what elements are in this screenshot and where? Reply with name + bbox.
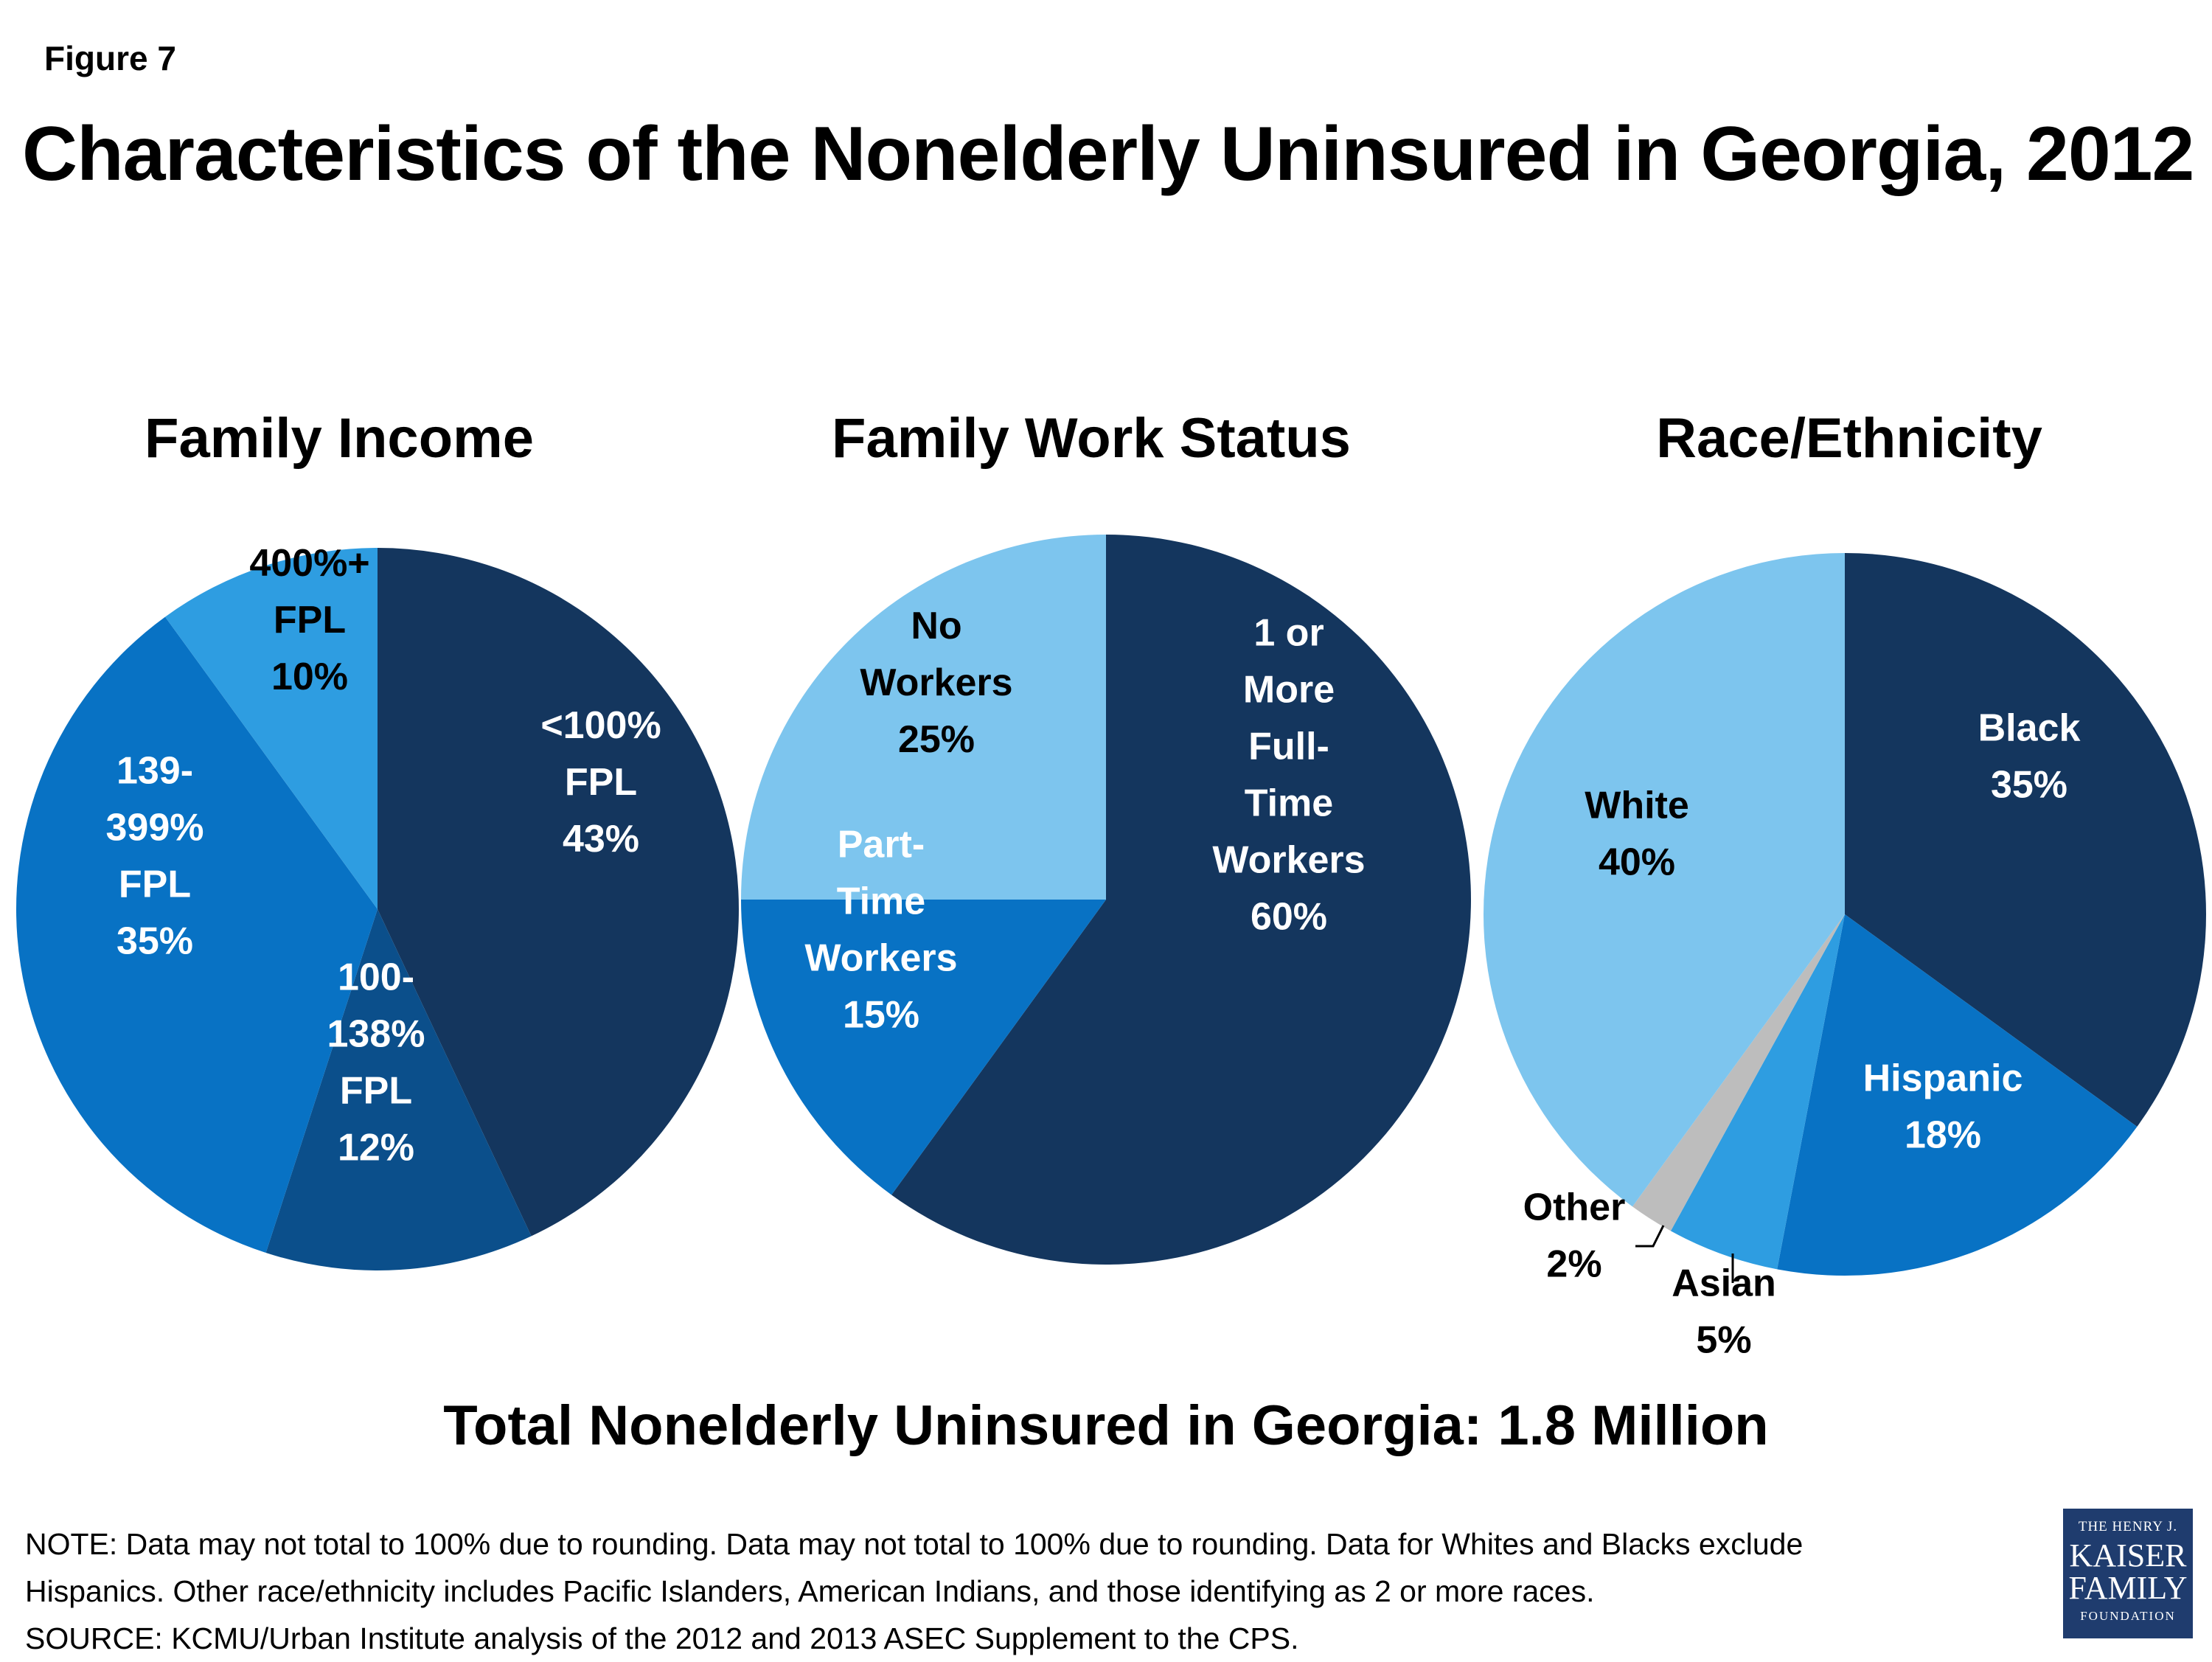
pie-slice (1483, 553, 1845, 1207)
logo-line: FAMILY (2068, 1570, 2188, 1606)
pie-slice (164, 548, 378, 909)
pie-slice (1777, 914, 2138, 1276)
slice-label: 400%+ FPL 10% (249, 542, 369, 698)
pie-slice (1845, 553, 2206, 1127)
pie-slice (891, 535, 1472, 1265)
pie-slice (741, 900, 1106, 1195)
slice-label: White 40% (1585, 785, 1689, 884)
slice-label: 1 or More Full-Time Workers 60% (1212, 612, 1365, 939)
pie-slice (265, 909, 532, 1270)
total-uninsured: Total Nonelderly Uninsured in Georgia: 1… (443, 1394, 1769, 1457)
leader-line-other (1635, 1225, 1665, 1248)
logo-line: KAISER (2069, 1537, 2187, 1574)
pie-slice (16, 616, 378, 1254)
slice-label: Part-Time Workers 15% (804, 824, 957, 1037)
pie-title: Race/Ethnicity (1656, 407, 2042, 470)
slice-label: 100-138% FPL 12% (327, 956, 425, 1169)
chart-title: Characteristics of the Nonelderly Uninsu… (22, 111, 2194, 197)
source-line: SOURCE: KCMU/Urban Institute analysis of… (25, 1621, 1299, 1655)
slice-label: Black 35% (1978, 707, 2081, 807)
slice-label: 139-399% FPL 35% (106, 750, 204, 963)
note-line: Hispanics. Other race/ethnicity includes… (25, 1574, 1595, 1608)
kff-logo: THE HENRY J. KAISER FAMILY FOUNDATION (2063, 1509, 2193, 1638)
slice-label: Hispanic 18% (1863, 1057, 2023, 1157)
pie-slice (1670, 914, 1845, 1270)
slice-label: No Workers 25% (860, 605, 1012, 761)
slice-label: Other 2% (1523, 1186, 1626, 1286)
pie-slice (741, 535, 1106, 900)
notes: NOTE: Data may not total to 100% due to … (25, 1520, 2016, 1662)
pie-title: Family Income (145, 407, 534, 470)
pie-slice (378, 548, 739, 1237)
note-line: NOTE: Data may not total to 100% due to … (25, 1527, 1804, 1561)
logo-line: THE HENRY J. (2078, 1519, 2178, 1534)
logo-line: FOUNDATION (2080, 1609, 2176, 1623)
slice-label: <100% FPL 43% (540, 704, 661, 860)
pie-title: Family Work Status (832, 407, 1351, 470)
pie-slice (1632, 914, 1845, 1231)
slice-label: Asian 5% (1672, 1262, 1776, 1362)
figure-label: Figure 7 (44, 39, 176, 77)
